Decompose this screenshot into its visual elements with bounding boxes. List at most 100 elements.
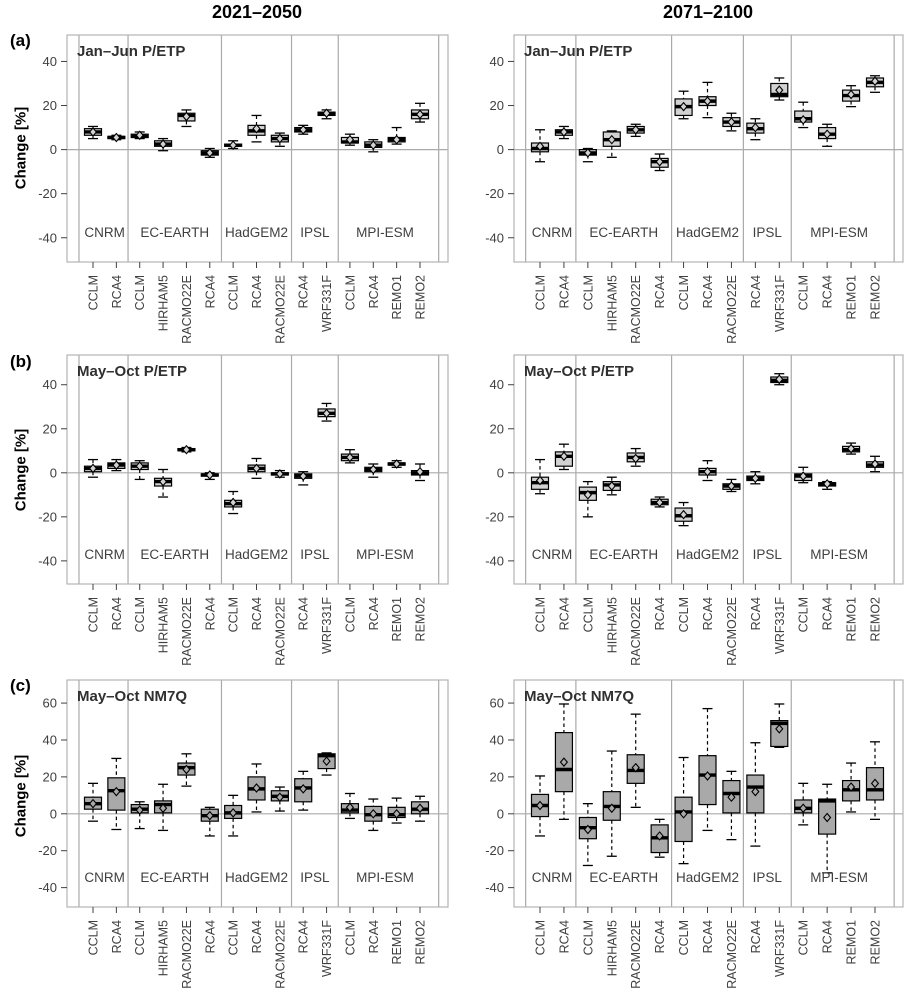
- mean-marker: [799, 803, 808, 814]
- mean-marker: [823, 812, 832, 823]
- x-axis-rcm-label: CCLM: [87, 920, 101, 955]
- x-axis-rcm-label: CCLM: [581, 275, 595, 310]
- x-axis-rcm-label: CCLM: [227, 275, 241, 310]
- y-axis-tick-label: 40: [43, 377, 57, 392]
- y-axis-tick-label: 60: [43, 696, 57, 711]
- boxplot-CNRM-CCLM: [530, 775, 550, 837]
- boxplot-EC-EARTH-RCA4: [650, 496, 669, 508]
- boxplot-EC-EARTH-CCLM: [130, 130, 149, 141]
- y-axis-tick-label: -40: [38, 230, 57, 245]
- boxplot-MPI-ESM-REMO2: [865, 741, 885, 820]
- boxplot-EC-EARTH-HIRHAM5: [153, 468, 173, 498]
- x-axis-rcm-label: RACMO22E: [180, 597, 194, 666]
- mean-marker: [369, 140, 378, 151]
- mean-marker: [559, 757, 569, 767]
- x-axis-rcm-label: CCLM: [133, 597, 147, 632]
- panel-border: [66, 679, 449, 908]
- row-tag-c: (c): [10, 676, 31, 695]
- x-axis-rcm-label: CCLM: [677, 275, 691, 310]
- x-axis-rcm-label: RACMO22E: [629, 597, 643, 666]
- boxplot-MPI-ESM-CCLM: [340, 792, 360, 820]
- y-axis-tick-label: -40: [485, 553, 504, 568]
- boxplot-MPI-ESM-REMO1: [841, 762, 861, 813]
- boxplot-MPI-ESM-REMO1: [841, 85, 861, 108]
- boxplot-EC-EARTH-RACMO22E: [626, 447, 645, 467]
- x-axis-rcm-label: REMO1: [845, 920, 859, 965]
- boxplot-HadGEM2-RCA4: [247, 763, 266, 813]
- gcm-group-label: MPI-ESM: [810, 225, 868, 240]
- x-axis-rcm-label: RACMO22E: [725, 920, 739, 989]
- boxplot-HadGEM2-CCLM: [224, 140, 243, 151]
- x-axis-rcm-label: CCLM: [227, 597, 241, 632]
- y-axis-tick-label: 60: [490, 696, 504, 711]
- panel-a-right: -40 -20 0 20 40 CCLM RCA4 CCLM HIRHAM5 RACMO22E RC…: [485, 34, 904, 344]
- panel-border: [66, 34, 449, 263]
- boxplot-MPI-ESM-RCA4: [818, 783, 837, 874]
- boxplot-MPI-ESM-RCA4: [818, 478, 837, 490]
- boxplot-CNRM-RCA4: [107, 132, 126, 143]
- boxplot-EC-EARTH-RACMO22E: [177, 753, 196, 787]
- mean-marker: [631, 762, 640, 773]
- x-axis-rcm-label: RCA4: [749, 597, 763, 630]
- mean-marker: [679, 101, 688, 112]
- x-axis-rcm-label: RCA4: [203, 597, 217, 630]
- x-axis-rcm-label: RCA4: [653, 920, 667, 953]
- y-axis-tick-label: 20: [490, 769, 504, 784]
- mean-marker: [799, 115, 808, 125]
- x-axis-rcm-label: CCLM: [87, 597, 101, 632]
- x-axis-rcm-label: RCA4: [653, 275, 667, 308]
- x-axis-rcm-label: REMO2: [869, 275, 883, 320]
- y-axis-tick-label: -20: [38, 186, 57, 201]
- x-axis-rcm-label: REMO2: [869, 597, 883, 642]
- x-axis-rcm-label: REMO2: [869, 920, 883, 965]
- mean-marker: [392, 134, 401, 145]
- y-axis-tick-label: 40: [490, 732, 504, 747]
- boxplot-HadGEM2-RACMO22E: [722, 770, 741, 841]
- mean-marker: [112, 132, 121, 143]
- boxplot-EC-EARTH-HIRHAM5: [602, 130, 621, 158]
- x-axis-rcm-label: RACMO22E: [629, 920, 643, 989]
- boxplot-HadGEM2-CCLM: [674, 501, 693, 527]
- mean-marker: [252, 463, 261, 474]
- boxplot-EC-EARTH-RCA4: [200, 470, 219, 481]
- mean-marker: [322, 756, 331, 767]
- x-axis-rcm-label: RACMO22E: [180, 275, 194, 344]
- x-axis-rcm-label: REMO1: [390, 597, 404, 642]
- x-axis-rcm-label: RCA4: [821, 275, 835, 308]
- gcm-group-label: CNRM: [532, 870, 573, 885]
- boxplot-EC-EARTH-HIRHAM5: [153, 137, 173, 152]
- y-axis-tick-label: 20: [43, 421, 57, 436]
- boxplot-MPI-ESM-CCLM: [794, 466, 813, 484]
- boxplot-MPI-ESM-REMO2: [410, 795, 430, 822]
- x-axis-rcm-label: CCLM: [797, 597, 811, 632]
- boxplot-MPI-ESM-CCLM: [340, 133, 360, 146]
- x-axis-rcm-label: RCA4: [653, 597, 667, 630]
- mean-marker: [775, 85, 784, 95]
- gcm-group-label: IPSL: [300, 870, 330, 885]
- boxplot-MPI-ESM-REMO1: [841, 442, 861, 455]
- x-axis-rcm-label: RACMO22E: [180, 920, 194, 989]
- mean-marker: [369, 464, 378, 475]
- boxplot-HadGEM2-RCA4: [247, 457, 266, 479]
- y-axis-tick-label: -40: [38, 880, 57, 895]
- boxplot-HadGEM2-RCA4: [247, 114, 266, 143]
- panel-title: May–Oct NM7Q: [77, 688, 187, 705]
- mean-marker: [135, 130, 144, 141]
- row-tag-b: (b): [10, 352, 32, 371]
- x-axis-rcm-label: WRF331F: [320, 597, 334, 654]
- mean-marker: [252, 783, 261, 793]
- mean-marker: [392, 808, 401, 819]
- mean-marker: [88, 463, 98, 474]
- mean-marker: [322, 108, 331, 119]
- x-axis-rcm-label: WRF331F: [773, 920, 787, 977]
- mean-marker: [655, 831, 664, 841]
- x-axis-rcm-label: RCA4: [110, 597, 124, 630]
- boxplot-MPI-ESM-CCLM: [340, 449, 360, 464]
- mean-marker: [751, 122, 760, 133]
- x-axis-rcm-label: CCLM: [581, 597, 595, 632]
- x-axis-rcm-label: RCA4: [701, 597, 715, 630]
- mean-marker: [182, 444, 191, 455]
- y-axis-tick-label: 20: [490, 98, 504, 113]
- x-axis-rcm-label: HIRHAM5: [157, 597, 171, 653]
